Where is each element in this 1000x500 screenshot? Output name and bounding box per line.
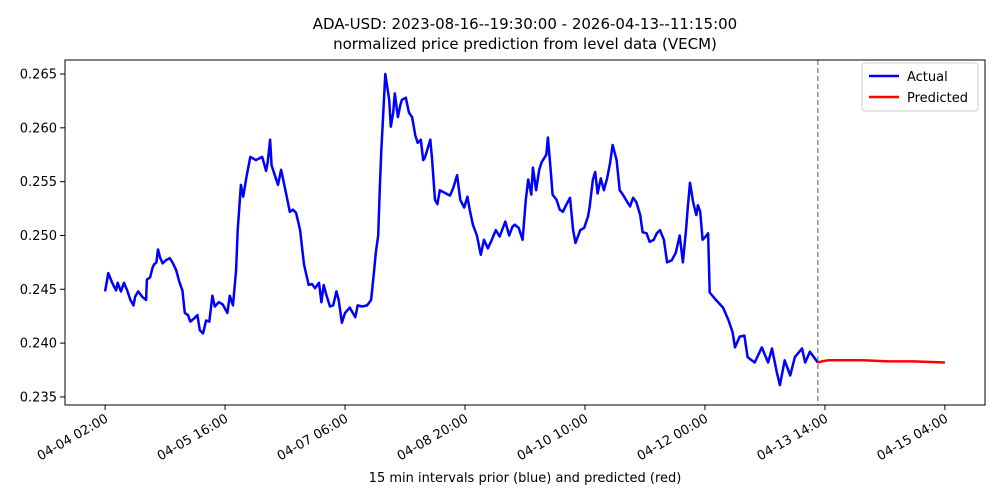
plot-area bbox=[103, 60, 945, 405]
series-line-predicted bbox=[817, 359, 945, 364]
y-tick-label: 0.235 bbox=[20, 390, 57, 405]
x-tick-label: 04-05 16:00 bbox=[155, 411, 231, 464]
chart-title: ADA-USD: 2023-08-16--19:30:00 - 2026-04-… bbox=[313, 15, 737, 33]
plot-frame bbox=[64, 59, 986, 406]
x-tick-label: 04-04 02:00 bbox=[35, 411, 111, 464]
x-tick-label: 04-07 06:00 bbox=[275, 411, 351, 464]
x-axis-label: 15 min intervals prior (blue) and predic… bbox=[369, 471, 682, 486]
y-tick-label: 0.245 bbox=[20, 283, 57, 298]
legend: Actual Predicted bbox=[861, 62, 979, 112]
x-tick-label: 04-12 00:00 bbox=[635, 411, 711, 464]
chart-subtitle: normalized price prediction from level d… bbox=[333, 35, 717, 53]
y-tick-label: 0.255 bbox=[20, 175, 57, 190]
series-line-actual bbox=[103, 72, 819, 387]
x-tick-label: 04-15 04:00 bbox=[875, 411, 951, 464]
legend-label-predicted: Predicted bbox=[907, 91, 968, 106]
y-tick-label: 0.240 bbox=[20, 337, 57, 352]
y-tick-label: 0.250 bbox=[20, 229, 57, 244]
y-axis: 0.235 0.240 0.245 0.250 0.255 0.260 0.265 bbox=[20, 67, 65, 405]
legend-label-actual: Actual bbox=[907, 70, 948, 85]
y-tick-label: 0.265 bbox=[20, 67, 57, 82]
x-axis: 04-04 02:00 04-05 16:00 04-07 06:00 04-08 2… bbox=[35, 405, 951, 464]
y-tick-label: 0.260 bbox=[20, 121, 57, 136]
x-tick-label: 04-08 20:00 bbox=[395, 411, 471, 464]
x-tick-label: 04-10 10:00 bbox=[515, 411, 591, 464]
x-tick-label: 04-13 14:00 bbox=[755, 411, 831, 464]
